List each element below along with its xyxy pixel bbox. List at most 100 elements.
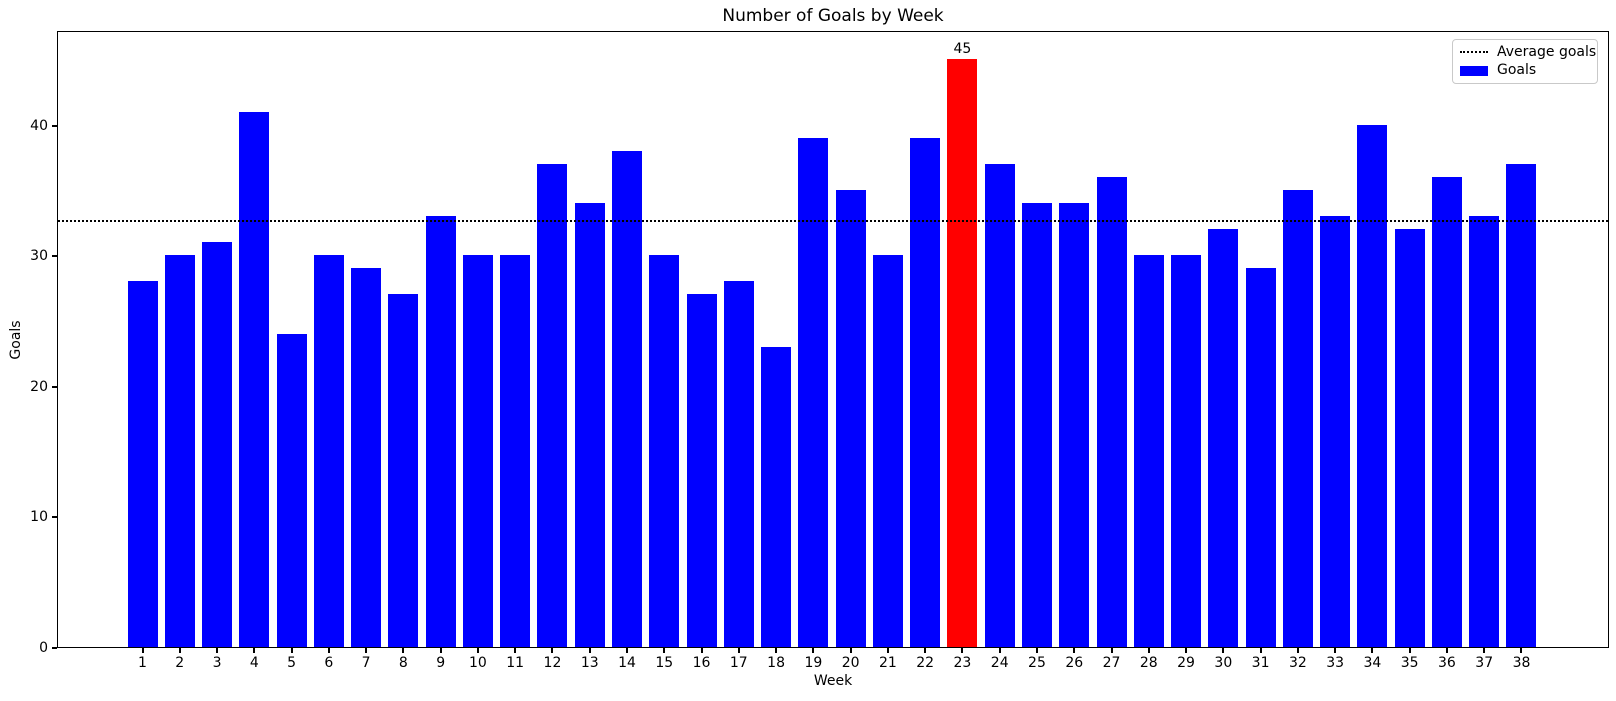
y-tick-40 xyxy=(52,124,57,127)
x-tick-label-36: 36 xyxy=(1438,655,1456,671)
y-tick-label-40: 40 xyxy=(30,117,48,134)
x-tick-8 xyxy=(402,648,405,653)
chart-title: Number of Goals by Week xyxy=(722,6,944,26)
x-tick-label-24: 24 xyxy=(990,655,1009,671)
bar-week-13 xyxy=(574,203,605,647)
y-axis-label: Goals xyxy=(8,320,24,360)
x-tick-31 xyxy=(1259,648,1262,653)
bar-week-5 xyxy=(276,333,307,647)
bar-week-3 xyxy=(202,242,233,647)
x-tick-label-4: 4 xyxy=(249,655,259,671)
y-tick-label-30: 30 xyxy=(30,248,48,265)
x-tick-12 xyxy=(551,648,554,653)
x-tick-label-25: 25 xyxy=(1028,655,1046,671)
bar-week-17 xyxy=(723,281,754,647)
bar-week-36 xyxy=(1431,176,1462,647)
bar-week-24 xyxy=(984,163,1015,647)
x-tick-label-20: 20 xyxy=(841,655,860,671)
x-tick-1 xyxy=(141,648,144,653)
x-tick-label-14: 14 xyxy=(618,655,636,671)
x-tick-label-6: 6 xyxy=(324,655,334,671)
bar-week-18 xyxy=(761,346,792,647)
bar-week-4 xyxy=(239,111,270,647)
x-tick-22 xyxy=(924,648,927,653)
x-tick-34 xyxy=(1371,648,1374,653)
bar-week-7 xyxy=(351,268,382,647)
x-tick-15 xyxy=(663,648,666,653)
x-tick-label-26: 26 xyxy=(1065,655,1084,671)
x-tick-35 xyxy=(1408,648,1411,653)
x-tick-4 xyxy=(253,648,256,653)
x-tick-24 xyxy=(998,648,1001,653)
x-tick-33 xyxy=(1334,648,1337,653)
max-bar-annotation: 45 xyxy=(953,41,972,58)
x-tick-27 xyxy=(1110,648,1113,653)
plot-area: 45 Average goals Goals xyxy=(57,31,1609,648)
x-tick-14 xyxy=(626,648,628,653)
y-tick-20 xyxy=(52,385,57,388)
x-tick-label-1: 1 xyxy=(138,655,147,671)
bar-week-20 xyxy=(835,189,866,647)
x-tick-20 xyxy=(849,648,852,653)
bar-week-31 xyxy=(1245,268,1276,647)
bar-week-12 xyxy=(537,163,568,647)
x-tick-21 xyxy=(886,648,889,653)
x-tick-label-27: 27 xyxy=(1102,655,1121,671)
bar-week-16 xyxy=(686,294,717,647)
bar-week-32 xyxy=(1282,189,1313,647)
bar-week-2 xyxy=(164,255,195,647)
x-tick-label-28: 28 xyxy=(1139,655,1158,671)
bar-week-35 xyxy=(1394,229,1425,647)
x-tick-label-9: 9 xyxy=(436,655,446,671)
legend-label-goals: Goals xyxy=(1497,62,1537,79)
x-tick-label-18: 18 xyxy=(767,655,785,671)
legend: Average goals Goals xyxy=(1452,39,1598,84)
legend-label-average-goals: Average goals xyxy=(1497,43,1597,60)
x-tick-17 xyxy=(737,648,740,653)
x-tick-13 xyxy=(588,648,591,653)
x-tick-label-12: 12 xyxy=(543,655,562,671)
y-tick-0 xyxy=(52,647,57,649)
x-tick-label-22: 22 xyxy=(916,655,935,671)
x-tick-29 xyxy=(1185,648,1188,653)
x-tick-label-19: 19 xyxy=(804,655,823,671)
bar-week-38 xyxy=(1506,163,1537,647)
x-tick-label-32: 32 xyxy=(1288,655,1307,671)
x-tick-label-8: 8 xyxy=(398,655,408,671)
bar-week-14 xyxy=(612,150,642,647)
x-tick-label-15: 15 xyxy=(655,655,674,671)
x-tick-26 xyxy=(1073,648,1076,653)
y-tick-30 xyxy=(52,255,57,258)
legend-item-average-goals: Average goals xyxy=(1460,44,1596,61)
y-tick-label-10: 10 xyxy=(30,509,48,526)
bar-week-21 xyxy=(872,255,903,647)
dotted-line-swatch xyxy=(1460,51,1488,54)
bar-week-33 xyxy=(1320,216,1351,647)
goals-color-swatch xyxy=(1460,65,1488,76)
x-tick-label-33: 33 xyxy=(1326,655,1345,671)
y-tick-10 xyxy=(52,516,57,519)
legend-item-goals: Goals xyxy=(1460,62,1590,79)
x-tick-38 xyxy=(1520,648,1523,653)
bar-week-26 xyxy=(1059,203,1090,647)
x-tick-label-34: 34 xyxy=(1363,655,1382,671)
bar-week-9 xyxy=(425,216,456,647)
bar-week-34 xyxy=(1357,124,1388,647)
x-tick-label-3: 3 xyxy=(212,655,222,671)
x-tick-7 xyxy=(365,648,368,653)
y-tick-label-20: 20 xyxy=(30,378,48,395)
x-tick-25 xyxy=(1035,648,1038,653)
bar-week-22 xyxy=(910,137,941,647)
x-tick-2 xyxy=(178,648,181,653)
bar-week-10 xyxy=(462,255,493,647)
bar-week-37 xyxy=(1469,216,1500,647)
x-tick-label-10: 10 xyxy=(469,655,487,671)
x-tick-3 xyxy=(216,648,219,653)
x-tick-label-37: 37 xyxy=(1475,655,1494,671)
x-tick-label-5: 5 xyxy=(287,655,297,671)
x-tick-5 xyxy=(290,648,293,653)
x-tick-label-30: 30 xyxy=(1214,655,1233,671)
y-tick-label-0: 0 xyxy=(39,640,48,656)
bar-week-19 xyxy=(798,137,829,647)
